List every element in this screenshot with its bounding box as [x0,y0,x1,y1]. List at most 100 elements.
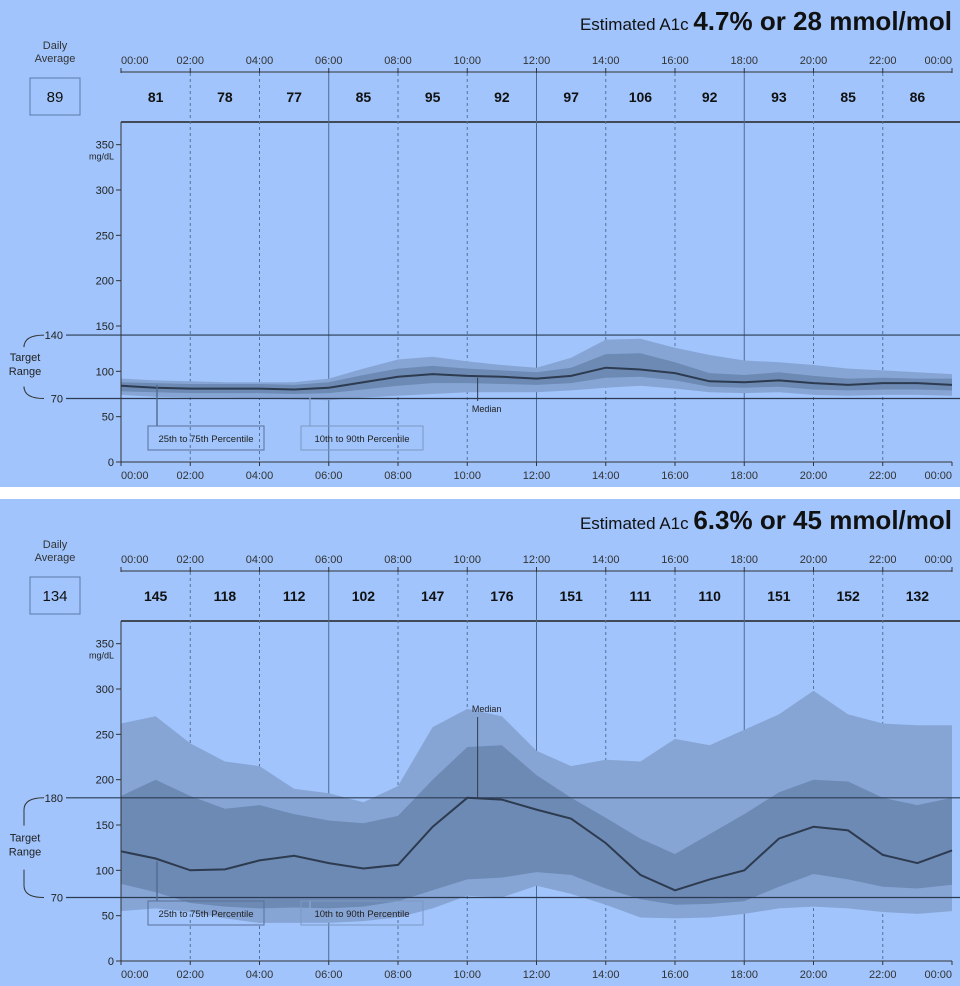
period-average: 77 [286,89,302,105]
x-tick-label: 20:00 [800,969,828,981]
period-average: 81 [148,89,164,105]
top-time-tick: 18:00 [730,554,758,566]
period-average: 85 [840,89,856,105]
period-average: 93 [771,89,787,105]
top-time-tick: 22:00 [869,554,897,566]
daily-average-label: Average [35,552,76,564]
top-time-tick: 20:00 [800,55,828,67]
period-average: 176 [490,588,514,604]
period-average: 106 [629,89,653,105]
median-label: Median [472,704,502,714]
top-time-tick: 18:00 [730,55,758,67]
period-average: 111 [629,588,651,604]
top-time-tick: 20:00 [800,554,828,566]
band-25-75 [121,745,952,909]
y-tick-label: 50 [102,911,114,923]
x-tick-label: 22:00 [869,969,897,981]
y-tick-label: 150 [96,321,114,333]
period-average: 118 [214,588,237,604]
chart-svg-0: Estimated A1c 4.7% or 28 mmol/mol DailyAv… [9,6,960,482]
x-tick-label: 00:00 [924,470,952,482]
top-time-tick: 10:00 [453,554,481,566]
period-average: 85 [356,89,372,105]
top-time-tick: 04:00 [246,55,274,67]
a1c-value: 6.3% or 45 mmol/mol [693,505,952,535]
target-bracket-top [23,797,45,826]
period-average: 110 [698,588,721,604]
x-tick-label: 00:00 [924,969,952,981]
top-time-tick: 08:00 [384,554,412,566]
top-time-tick: 14:00 [592,554,620,566]
agp-panel-2: Estimated A1c 6.3% or 45 mmol/mol Daily Av… [0,499,960,986]
band-25-75-label: 25th to 75th Percentile [158,434,253,445]
top-time-tick: 02:00 [176,55,204,67]
band-25-75-label-box [147,900,265,926]
chart-svg-1: Estimated A1c 6.3% or 45 mmol/mol DailyAv… [9,505,960,981]
x-tick-label: 12:00 [523,969,551,981]
band-25-75-label: 25th to 75th Percentile [158,909,253,920]
top-time-tick: 12:00 [523,554,551,566]
top-time-tick: 02:00 [176,554,204,566]
a1c-label: Estimated A1c [580,514,693,533]
daily-average-label: Daily [43,539,68,551]
daily-average-value: 89 [47,89,64,106]
daily-average-label: Average [35,53,76,65]
top-time-tick: 14:00 [592,55,620,67]
x-tick-label: 06:00 [315,969,343,981]
period-average: 86 [910,89,926,105]
y-tick-label: 0 [108,956,114,968]
y-tick-label: 300 [96,185,114,197]
target-low-value: 70 [51,394,63,406]
a1c-label: Estimated A1c [580,15,693,34]
x-tick-label: 06:00 [315,470,343,482]
y-tick-label: 250 [96,230,114,242]
median-label: Median [472,404,502,414]
target-range-label: Range [9,847,41,859]
a1c-value: 4.7% or 28 mmol/mol [693,6,952,36]
x-tick-label: 02:00 [176,969,204,981]
top-time-tick: 00:00 [121,55,149,67]
top-time-tick: 10:00 [453,55,481,67]
period-average: 151 [559,588,583,604]
y-tick-label: 100 [96,865,114,877]
target-low-value: 70 [51,893,63,905]
band-25-75 [121,353,952,394]
band-10-90-label-box [300,900,424,926]
period-average: 147 [421,588,445,604]
x-tick-label: 04:00 [246,969,274,981]
x-tick-label: 08:00 [384,969,412,981]
median-line [120,796,953,892]
target-range-label: Range [9,366,41,378]
x-tick-label: 18:00 [730,969,758,981]
x-tick-label: 00:00 [121,470,149,482]
band-10-90-label: 10th to 90th Percentile [314,434,409,445]
x-tick-label: 10:00 [453,470,481,482]
x-tick-label: 14:00 [592,969,620,981]
period-average: 97 [563,89,579,105]
daily-average-box [29,576,81,615]
agp-panel-1: Estimated A1c 4.7% or 28 mmol/mol Daily Av… [0,0,960,487]
top-time-tick: 00:00 [924,554,952,566]
top-time-tick: 16:00 [661,554,689,566]
target-range-label: Target [10,352,41,364]
daily-average-value: 134 [42,588,67,605]
median-line [120,366,953,391]
top-time-tick: 06:00 [315,55,343,67]
a1c-title: Estimated A1c 4.7% or 28 mmol/mol [580,6,952,36]
y-tick-label: 200 [96,276,114,288]
top-time-tick: 08:00 [384,55,412,67]
unit-label: mg/dL [89,651,114,661]
target-bracket-bottom [23,386,45,400]
x-tick-label: 02:00 [176,470,204,482]
target-high-value: 180 [45,793,63,805]
y-tick-label: 350 [96,140,114,152]
top-time-tick: 12:00 [523,55,551,67]
unit-label: mg/dL [89,152,114,162]
period-average: 112 [283,588,306,604]
x-tick-label: 14:00 [592,470,620,482]
y-tick-label: 300 [96,684,114,696]
period-average: 78 [217,89,233,105]
y-tick-label: 0 [108,457,114,469]
target-bracket-bottom [23,869,45,899]
daily-average-box [29,77,81,116]
